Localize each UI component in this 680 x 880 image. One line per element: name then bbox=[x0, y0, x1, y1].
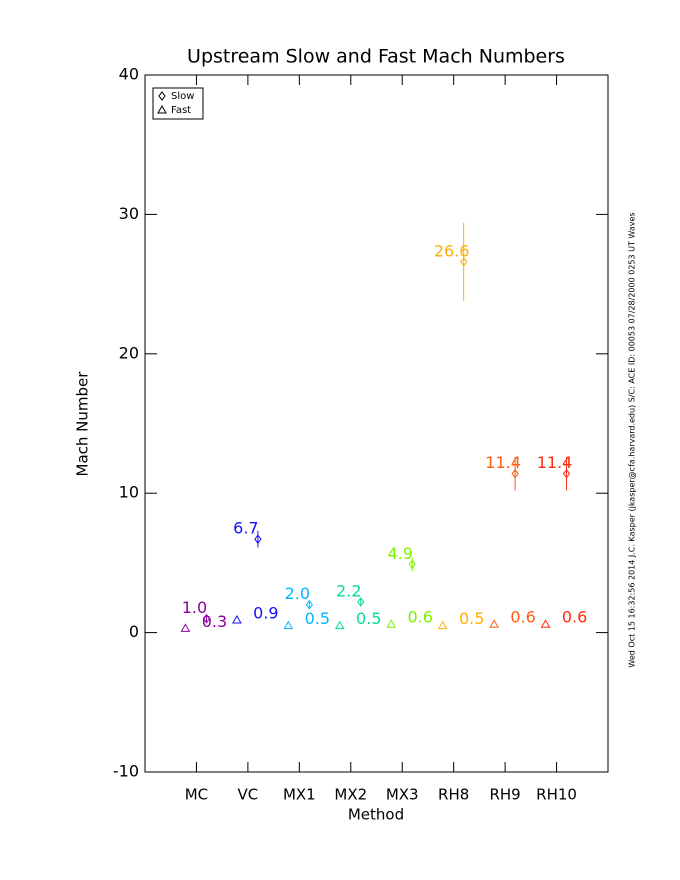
slow-point bbox=[408, 559, 416, 570]
value-label: 11.4 bbox=[485, 453, 521, 472]
slow-point bbox=[202, 613, 211, 624]
legend-box bbox=[152, 87, 204, 120]
legend-label: Slow bbox=[171, 91, 194, 102]
value-label: 0.6 bbox=[562, 608, 587, 627]
x-tick-label: MX1 bbox=[283, 786, 316, 804]
value-label: 0.5 bbox=[305, 609, 330, 628]
legend-label: Fast bbox=[171, 105, 191, 116]
slow-point bbox=[460, 256, 468, 267]
y-tick-label: 40 bbox=[119, 65, 139, 84]
x-tick-label: RH8 bbox=[438, 786, 469, 804]
x-tick-label: MC bbox=[185, 786, 208, 804]
slow-point bbox=[511, 468, 519, 479]
fast-point bbox=[386, 619, 397, 628]
fast-point bbox=[540, 619, 551, 628]
value-label: 2.2 bbox=[336, 581, 361, 600]
x-tick-label: RH10 bbox=[536, 786, 577, 804]
legend-symbol bbox=[157, 104, 167, 114]
slow-point bbox=[254, 534, 262, 545]
y-axis-label: Mach Number bbox=[74, 371, 92, 477]
x-axis-label: Method bbox=[348, 806, 404, 824]
x-tick-label: VC bbox=[238, 786, 259, 804]
fast-point bbox=[437, 620, 448, 630]
value-label: 0.3 bbox=[202, 612, 227, 631]
x-tick-label: RH9 bbox=[489, 786, 520, 804]
value-label: 1.0 bbox=[182, 598, 207, 617]
value-label: 2.0 bbox=[285, 584, 310, 603]
y-tick-label: 30 bbox=[119, 204, 139, 223]
value-label: 4.9 bbox=[387, 544, 412, 563]
value-label: 0.6 bbox=[407, 608, 432, 627]
y-tick-label: 0 bbox=[129, 622, 139, 641]
x-tick-label: MX3 bbox=[386, 786, 419, 804]
value-label: 0.9 bbox=[253, 604, 278, 623]
y-tick-label: -10 bbox=[113, 762, 139, 781]
value-label: 26.6 bbox=[434, 241, 470, 260]
value-label: 0.5 bbox=[459, 609, 484, 628]
fast-point bbox=[489, 619, 499, 628]
slow-point bbox=[357, 597, 365, 607]
chart-title: Upstream Slow and Fast Mach Numbers bbox=[187, 46, 565, 68]
annotation: Wed Oct 15 16:32:56 2014 J.C. Kasper (jk… bbox=[628, 212, 637, 667]
fast-point bbox=[283, 620, 294, 630]
slow-point bbox=[305, 599, 313, 610]
x-tick-label: MX2 bbox=[334, 786, 367, 804]
fast-point bbox=[232, 615, 242, 624]
y-tick-label: 10 bbox=[119, 483, 139, 502]
y-tick-label: 20 bbox=[119, 343, 139, 362]
plot-frame bbox=[144, 74, 609, 773]
slow-point bbox=[562, 468, 571, 479]
legend-symbol bbox=[158, 91, 166, 101]
fast-point bbox=[180, 623, 191, 632]
value-label: 0.6 bbox=[510, 608, 535, 627]
value-label: 0.5 bbox=[356, 609, 381, 628]
fast-point bbox=[334, 620, 345, 630]
value-label: 6.7 bbox=[233, 519, 258, 538]
value-label: 11.4 bbox=[537, 453, 573, 472]
